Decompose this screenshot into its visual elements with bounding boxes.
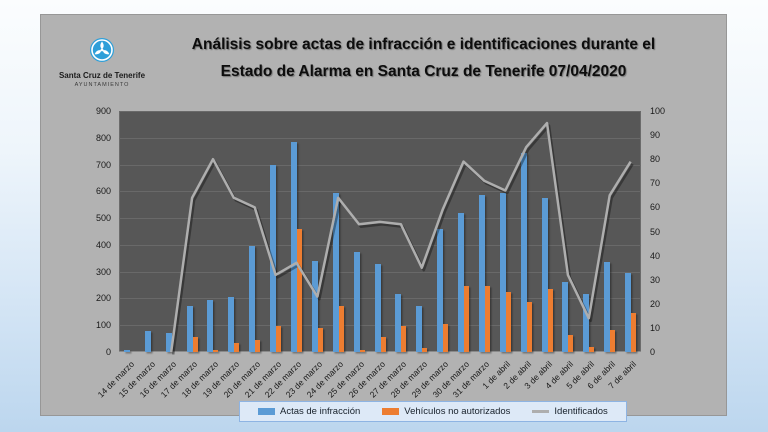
y-axis-right-tick: 70: [650, 178, 661, 189]
identificados-swatch-icon: [532, 410, 550, 413]
chart-title-line1: Análisis sobre actas de infracción e ide…: [191, 36, 656, 53]
y-axis-right-tick: 90: [650, 130, 661, 141]
y-axis-left-tick: 100: [95, 320, 111, 331]
y-axis-left-tick: 800: [95, 132, 111, 143]
y-axis-left-tick: 600: [95, 186, 111, 197]
bar-actas-de-infraccion: [332, 192, 339, 352]
bar-vehiculos-no-autorizados: [422, 347, 428, 352]
bar-actas-de-infraccion: [165, 333, 172, 352]
y-axis-left-tick: 200: [95, 293, 111, 304]
bar-actas-de-infraccion: [562, 282, 569, 352]
bar-vehiculos-no-autorizados: [526, 301, 532, 352]
y-axis-left-tick: 700: [95, 159, 111, 170]
bar-vehiculos-no-autorizados: [401, 325, 407, 352]
bar-vehiculos-no-autorizados: [359, 349, 365, 352]
legend-label-identificados: Identificados: [554, 406, 608, 417]
y-axis-right-tick: 20: [650, 298, 661, 309]
vehiculos-swatch-icon: [382, 408, 400, 415]
bar-vehiculos-no-autorizados: [213, 349, 219, 352]
bar-actas-de-infraccion: [499, 192, 506, 352]
plot-area: [119, 111, 641, 355]
bar-vehiculos-no-autorizados: [380, 337, 386, 352]
chart-area: 900 800 700 600 500 400 300 200 100 0 100 90 80 70 60 5…: [41, 15, 728, 417]
y-axis-left-tick: 0: [105, 347, 111, 357]
bar-actas-de-infraccion: [311, 260, 318, 352]
y-axis-right-tick: 100: [650, 106, 666, 116]
chart-legend: Actas de infracción Vehículos no autoriz…: [239, 401, 627, 422]
bar-actas-de-infraccion: [228, 297, 235, 352]
bar-actas-de-infraccion: [123, 349, 130, 352]
bar-actas-de-infraccion: [270, 164, 277, 352]
bar-vehiculos-no-autorizados: [234, 342, 240, 352]
bar-actas-de-infraccion: [520, 152, 527, 352]
logo: Santa Cruz de Tenerife AYUNTAMIENTO: [41, 37, 163, 88]
bar-vehiculos-no-autorizados: [589, 347, 595, 352]
bar-vehiculos-no-autorizados: [484, 286, 490, 352]
y-axis-left-tick: 400: [95, 239, 111, 250]
bar-actas-de-infraccion: [249, 246, 256, 352]
y-axis-right-tick: 10: [650, 322, 661, 333]
bar-actas-de-infraccion: [625, 273, 632, 352]
bar-vehiculos-no-autorizados: [610, 330, 616, 352]
bar-actas-de-infraccion: [604, 262, 611, 352]
bar-vehiculos-no-autorizados: [296, 228, 302, 352]
legend-item-actas[interactable]: Actas de infracción: [258, 406, 360, 417]
bar-actas-de-infraccion: [541, 198, 548, 352]
slide-panel: Santa Cruz de Tenerife AYUNTAMIENTO Anál…: [40, 14, 728, 422]
y-axis-right-tick: 40: [650, 250, 661, 261]
y-axis-right-tick: 80: [650, 154, 661, 165]
y-axis-right-tick: 30: [650, 274, 661, 285]
bar-actas-de-infraccion: [186, 306, 193, 352]
y-axis-right-tick: 50: [650, 226, 661, 237]
gridline: [119, 191, 641, 193]
bar-vehiculos-no-autorizados: [255, 339, 261, 352]
y-axis-right-tick: 0: [650, 347, 656, 357]
y-axis-left-tick: 300: [95, 266, 111, 277]
y-axis-left-tick: 900: [95, 106, 111, 116]
chart-title-line2: Estado de Alarma en Santa Cruz de Teneri…: [220, 63, 627, 80]
bar-vehiculos-no-autorizados: [631, 313, 637, 352]
bar-vehiculos-no-autorizados: [443, 323, 449, 352]
bar-vehiculos-no-autorizados: [464, 286, 470, 352]
logo-org-name: Santa Cruz de Tenerife: [58, 71, 146, 80]
bar-actas-de-infraccion: [374, 263, 381, 352]
bar-actas-de-infraccion: [395, 294, 402, 352]
y-axis-left-tick: 500: [95, 213, 111, 224]
y-axis-right-tick: 60: [650, 202, 661, 213]
bar-actas-de-infraccion: [290, 141, 297, 352]
bar-actas-de-infraccion: [353, 251, 360, 352]
bar-actas-de-infraccion: [583, 293, 590, 352]
gridline: [119, 111, 641, 112]
chart-title: Análisis sobre actas de infracción e ide…: [146, 31, 701, 85]
logo-org-subtitle: AYUNTAMIENTO: [74, 82, 130, 88]
bar-vehiculos-no-autorizados: [568, 335, 574, 352]
bar-vehiculos-no-autorizados: [192, 337, 198, 352]
gridline: [119, 164, 641, 166]
bar-vehiculos-no-autorizados: [317, 327, 323, 352]
bar-actas-de-infraccion: [416, 306, 423, 352]
legend-item-identificados[interactable]: Identificados: [532, 406, 608, 417]
legend-label-actas: Actas de infracción: [280, 406, 361, 417]
bar-vehiculos-no-autorizados: [276, 325, 282, 352]
legend-label-vehiculos: Vehículos no autorizados: [404, 406, 511, 417]
bar-vehiculos-no-autorizados: [338, 306, 344, 352]
gridline: [119, 218, 641, 220]
actas-swatch-icon: [258, 408, 275, 415]
gridline: [119, 137, 641, 139]
bar-actas-de-infraccion: [458, 212, 465, 352]
legend-item-vehiculos[interactable]: Vehículos no autorizados: [382, 406, 510, 417]
bar-vehiculos-no-autorizados: [505, 291, 511, 352]
identificados-line: [169, 121, 634, 355]
bar-actas-de-infraccion: [207, 299, 214, 352]
bar-vehiculos-no-autorizados: [547, 289, 553, 352]
bar-actas-de-infraccion: [437, 228, 444, 352]
gridline: [119, 244, 641, 246]
bar-actas-de-infraccion: [478, 195, 485, 352]
bar-actas-de-infraccion: [144, 330, 151, 352]
ayuntamiento-logo-icon: [89, 37, 115, 68]
